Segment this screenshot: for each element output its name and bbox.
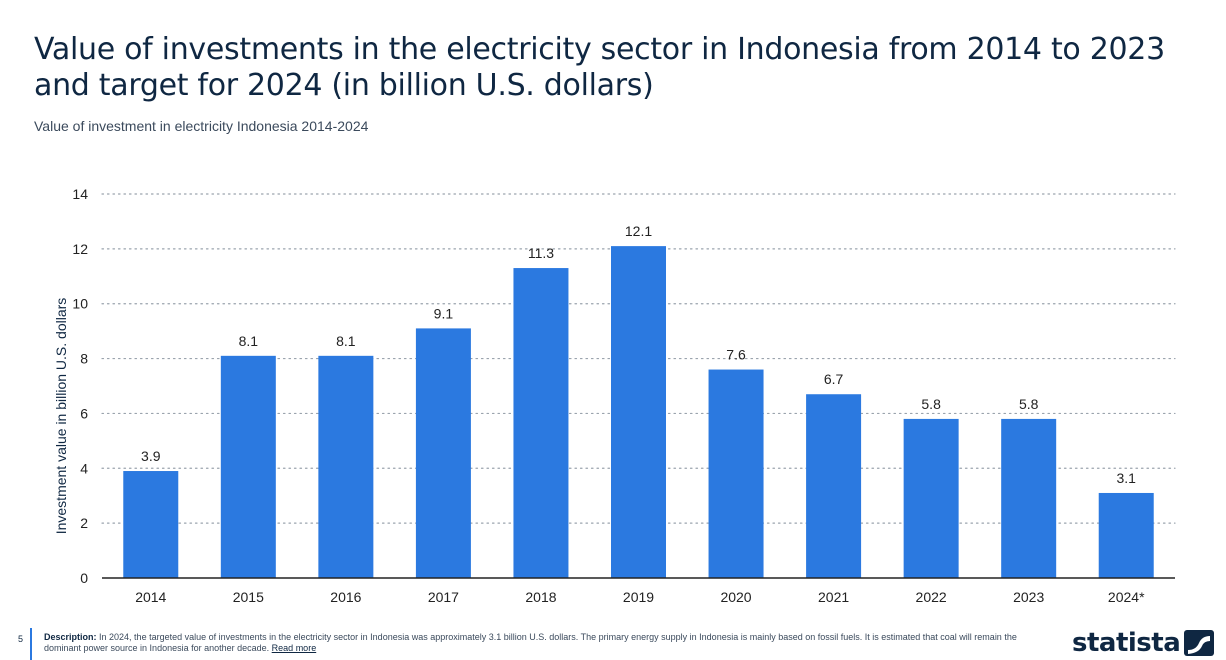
description-label: Description: (44, 632, 97, 642)
x-tick-label: 2019 (623, 589, 654, 605)
chart-subtitle: Value of investment in electricity Indon… (34, 118, 369, 134)
chart-title: Value of investments in the electricity … (34, 32, 1165, 103)
x-tick-label: 2021 (818, 589, 849, 605)
bar (318, 355, 374, 578)
y-tick-label: 8 (80, 351, 88, 367)
y-tick-label: 6 (80, 405, 88, 421)
x-tick-label: 2017 (428, 589, 459, 605)
bar (415, 328, 471, 578)
statista-logo-icon (1184, 630, 1215, 656)
data-label: 5.8 (1019, 396, 1039, 412)
bar (123, 471, 179, 578)
x-tick-label: 2018 (525, 589, 556, 605)
x-tick-label: 2024* (1108, 589, 1145, 605)
x-tick-label: 2014 (135, 589, 166, 605)
data-label: 8.1 (336, 333, 356, 349)
data-label: 3.1 (1116, 470, 1136, 486)
bar (1098, 492, 1154, 578)
data-label: 7.6 (726, 347, 746, 363)
x-tick-label: 2015 (233, 589, 264, 605)
x-tick-label: 2016 (330, 589, 361, 605)
bar (611, 246, 666, 578)
bar (903, 418, 959, 578)
data-label: 3.9 (141, 448, 161, 464)
read-more-link[interactable]: Read more (271, 643, 317, 653)
y-tick-label: 12 (72, 241, 88, 257)
page-number: 5 (18, 634, 24, 644)
logo-wordmark: statista (1072, 628, 1181, 658)
y-tick-label: 4 (80, 460, 88, 476)
x-tick-label: 2020 (720, 589, 751, 605)
data-label: 6.7 (824, 371, 844, 387)
bar (806, 394, 862, 578)
y-axis-title: Investment value in billion U.S. dollars (53, 298, 69, 535)
data-label: 9.1 (434, 305, 454, 321)
y-tick-label: 2 (80, 515, 88, 531)
description-text: In 2024, the targeted value of investmen… (44, 632, 1017, 653)
y-tick-label: 10 (72, 296, 88, 312)
bar (220, 355, 276, 578)
data-label: 11.3 (528, 245, 554, 261)
data-label: 8.1 (239, 333, 259, 349)
bar-chart: 0 2 4 6 8 10 12 14 3.9 2014 8.1 2015 8.1 2016 9.1 2017 1… (53, 186, 1176, 605)
y-tick-label: 14 (72, 186, 88, 202)
bar (1001, 418, 1057, 578)
data-label: 5.8 (921, 396, 941, 412)
bar (513, 268, 569, 578)
y-tick-label: 0 (80, 570, 88, 586)
chart-description: Description: In 2024, the targeted value… (44, 632, 1034, 654)
x-tick-label: 2023 (1013, 589, 1044, 605)
data-label: 12.1 (625, 223, 652, 239)
statista-logo[interactable]: statista (1072, 626, 1215, 660)
bar (708, 369, 764, 578)
x-tick-label: 2022 (916, 589, 947, 605)
footer-accent-bar (30, 628, 32, 660)
